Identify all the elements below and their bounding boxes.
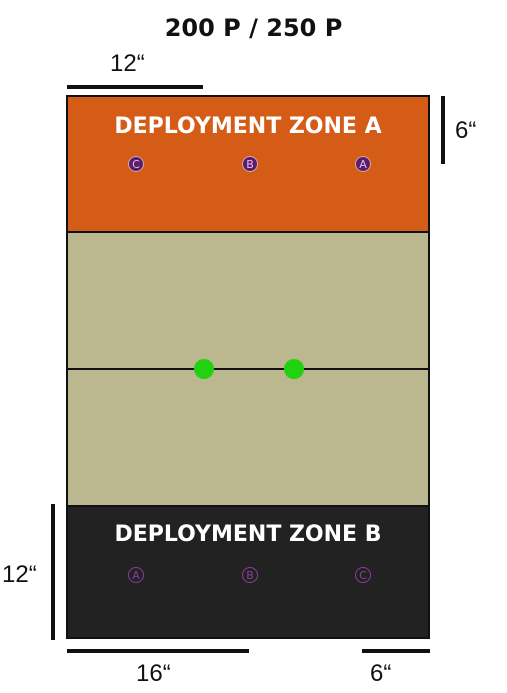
center-line (68, 368, 428, 370)
zone-b-marker-a: A (128, 567, 144, 583)
measure-bottom-left-label: 16“ (136, 660, 171, 687)
measure-right-label: 6“ (455, 117, 477, 144)
no-mans-land (68, 233, 428, 505)
deployment-zone-b: DEPLOYMENT ZONE B A B C (68, 505, 428, 637)
deployment-zone-a-label: DEPLOYMENT ZONE A (114, 114, 382, 139)
points-title: 200 P / 250 P (164, 14, 343, 42)
deployment-zone-a: DEPLOYMENT ZONE A C B A (68, 97, 428, 233)
measure-left-label: 12“ (2, 561, 37, 588)
measure-top-left-bar (67, 85, 203, 89)
zone-a-marker-a: A (355, 156, 371, 172)
objective-marker (284, 359, 304, 379)
zone-a-marker-b: B (242, 156, 258, 172)
measure-right-bar (441, 96, 445, 164)
battlefield: DEPLOYMENT ZONE A C B A DEPLOYMENT ZONE … (66, 95, 430, 639)
deployment-zone-b-label: DEPLOYMENT ZONE B (114, 522, 382, 547)
measure-bottom-right-bar (362, 649, 430, 653)
measure-bottom-right-label: 6“ (370, 660, 392, 687)
measure-top-left-label: 12“ (110, 50, 145, 77)
zone-b-marker-c: C (355, 567, 371, 583)
zone-a-marker-c: C (128, 156, 144, 172)
measure-left-bar (51, 504, 55, 640)
zone-b-marker-b: B (242, 567, 258, 583)
measure-bottom-left-bar (67, 649, 249, 653)
objective-marker (194, 359, 214, 379)
